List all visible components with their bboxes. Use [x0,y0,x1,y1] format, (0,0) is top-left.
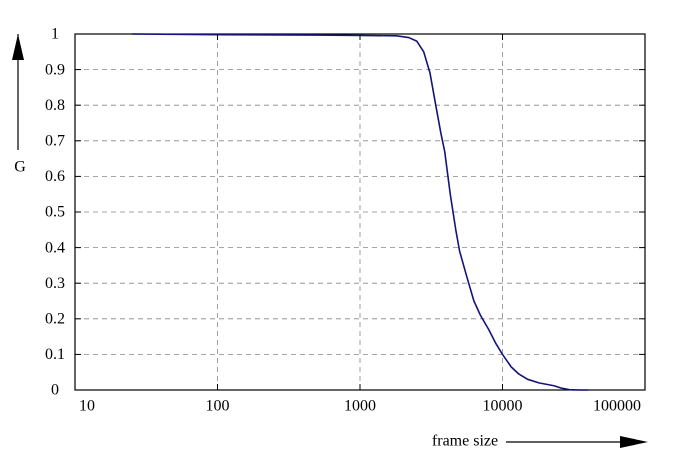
y-tick-label: 0.8 [45,97,65,114]
x-arrow-head [620,436,648,448]
grid [75,34,645,390]
x-tick-label: 1000 [344,398,376,415]
y-tick-label: 0.4 [45,239,65,256]
x-tick-label: 10 [79,398,95,415]
y-tick-label: 0.6 [45,168,65,185]
y-arrow-head [12,34,24,60]
x-tick-label: 100000 [593,398,641,415]
y-tick-label: 1 [51,26,59,43]
x-tick-label: 10000 [483,398,523,415]
y-tick-label: 0.1 [45,346,65,363]
x-tick-label: 100 [206,398,230,415]
y-tick-label: 0.9 [45,61,65,78]
y-tick-label: 0 [51,382,59,399]
y-tick-label: 0.3 [45,275,65,292]
y-tick-label: 0.2 [45,310,65,327]
y-tick-label: 0.7 [45,132,65,149]
x-axis-label: frame size [432,433,498,450]
y-axis-label: G [14,159,26,176]
y-tick-label: 0.5 [45,204,65,221]
data-line [131,33,589,391]
